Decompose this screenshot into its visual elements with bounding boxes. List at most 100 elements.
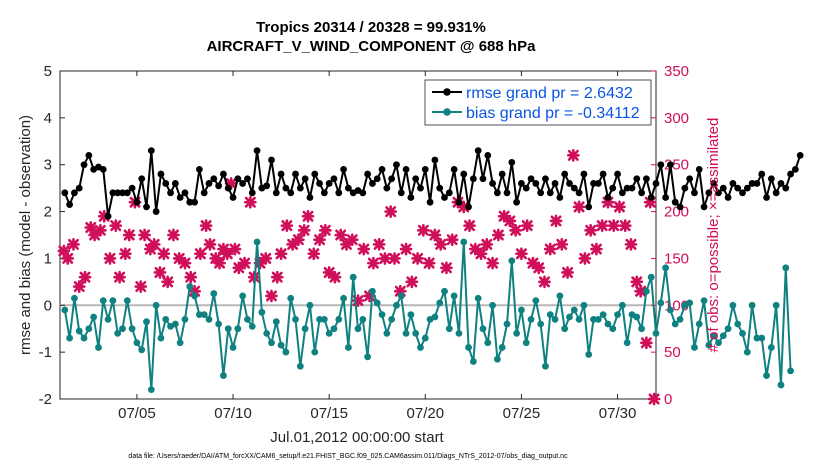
rmse-point	[128, 184, 136, 192]
bias-point	[450, 292, 458, 300]
rmse-point	[657, 161, 665, 169]
bias-point	[609, 325, 617, 333]
obs-assimilated-marker	[624, 238, 638, 251]
rmse-point	[224, 184, 232, 192]
bias-point	[686, 299, 694, 307]
rmse-point	[248, 189, 256, 197]
rmse-point	[215, 182, 223, 190]
bias-point	[61, 306, 69, 314]
bias-point	[479, 325, 487, 333]
rmse-point	[397, 189, 405, 197]
bias-point	[301, 325, 309, 333]
bias-point	[590, 315, 597, 323]
legend-rmse-marker	[443, 88, 451, 96]
rmse-point	[614, 170, 621, 178]
rmse-point	[518, 180, 525, 187]
obs-assimilated-marker	[543, 242, 557, 256]
obs-assimilated-marker	[134, 280, 148, 293]
bias-point	[378, 311, 386, 319]
rmse-point	[647, 194, 655, 201]
obs-assimilated-marker	[578, 252, 592, 265]
bias-point	[114, 330, 122, 337]
y-right-tick-label: 300	[664, 110, 689, 127]
bias-point	[719, 332, 727, 340]
obs-assimilated-marker	[97, 209, 111, 223]
rmse-point	[157, 170, 165, 178]
bias-point	[638, 325, 645, 333]
bias-point	[532, 297, 540, 304]
obs-assimilated-marker	[509, 223, 522, 237]
obs-assimilated-marker	[643, 195, 657, 209]
x-axis-label: Jul.01,2012 00:00:00 start	[270, 429, 444, 446]
rmse-point	[143, 203, 150, 211]
rmse-point	[441, 194, 448, 201]
bias-point	[436, 299, 444, 307]
rmse-point	[508, 158, 516, 166]
bias-point	[570, 306, 578, 314]
obs-assimilated-marker	[322, 266, 336, 279]
bias-point	[618, 301, 626, 309]
rmse-point	[489, 180, 496, 187]
y-tick-label: 0	[44, 297, 52, 314]
rmse-point	[311, 170, 319, 178]
bias-point	[75, 327, 83, 335]
chart-title: Tropics 20314 / 20328 = 99.931%	[256, 19, 486, 36]
rmse-point	[330, 175, 338, 183]
rmse-point	[667, 161, 674, 169]
rmse-point	[412, 175, 420, 183]
rmse-point	[628, 184, 636, 192]
rmse-point	[484, 151, 492, 159]
obs-assimilated-marker	[94, 223, 107, 237]
bias-point	[268, 339, 275, 347]
obs-assimilated-marker	[640, 336, 653, 350]
y-axis-right-label: # of obs: o=possible; ×=assimilated	[705, 118, 722, 353]
bias-point	[306, 301, 314, 309]
obs-assimilated-marker	[301, 209, 315, 223]
rmse-point	[715, 189, 722, 197]
rmse-point	[513, 198, 521, 206]
bias-point	[191, 292, 198, 300]
bias-point	[340, 294, 347, 302]
obs-assimilated-marker	[468, 242, 482, 256]
rmse-point	[104, 212, 112, 220]
rmse-point	[234, 175, 242, 183]
bias-point	[373, 299, 381, 307]
rmse-point	[681, 184, 689, 192]
bias-point	[147, 386, 155, 394]
obs-assimilated-marker	[119, 247, 132, 261]
bias-point	[162, 315, 170, 323]
obs-assimilated-marker	[103, 252, 117, 265]
rmse-point	[609, 184, 617, 192]
obs-assimilated-marker	[318, 223, 332, 237]
obs-assimilated-marker	[474, 247, 488, 261]
bias-point	[518, 306, 525, 314]
obs-assimilated-marker	[601, 195, 615, 209]
rmse-point	[316, 180, 323, 187]
bias-point	[383, 330, 391, 337]
bias-point	[311, 348, 319, 356]
rmse-point	[244, 175, 251, 183]
bias-point	[695, 320, 703, 328]
obs-assimilated-marker	[590, 242, 603, 256]
bias-point	[772, 301, 780, 309]
bias-point	[277, 341, 285, 349]
obs-assimilated-marker	[595, 219, 609, 232]
bias-point	[248, 322, 256, 330]
bias-point	[469, 358, 477, 365]
bias-point	[667, 306, 674, 314]
bias-point	[292, 315, 299, 323]
bias-point	[393, 301, 400, 309]
bias-point	[417, 344, 424, 351]
bias-point	[537, 320, 545, 328]
rmse-point	[695, 166, 703, 173]
bias-point	[402, 330, 410, 337]
obs-assimilated-marker	[243, 195, 257, 209]
rmse-point	[479, 175, 487, 183]
bias-point	[143, 318, 150, 326]
obs-assimilated-marker	[351, 294, 365, 307]
rmse-point	[147, 147, 155, 155]
obs-assimilated-marker	[630, 275, 644, 289]
bias-point	[157, 334, 165, 342]
bias-series	[61, 238, 794, 394]
bias-point	[484, 339, 492, 347]
